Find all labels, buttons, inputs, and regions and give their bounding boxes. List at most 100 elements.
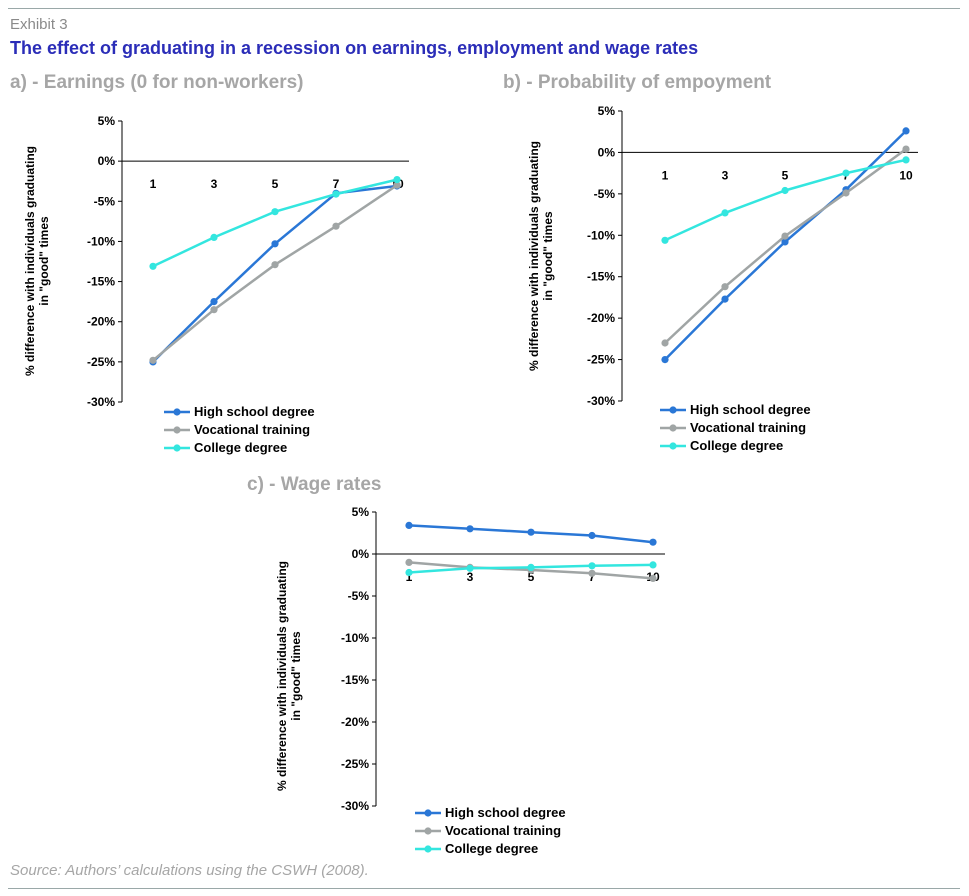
chart-b-data-point bbox=[842, 169, 850, 177]
chart-c-legend-label: High school degree bbox=[445, 805, 566, 820]
chart-b-data-point bbox=[781, 232, 789, 240]
chart-c-legend-marker bbox=[424, 827, 432, 835]
chart-a-legend-marker bbox=[173, 426, 181, 434]
chart-c-data-point bbox=[588, 531, 596, 540]
chart-c-y-tick-label: -25% bbox=[341, 757, 369, 771]
chart-b-y-tick-label: 0% bbox=[598, 145, 616, 159]
chart-b-legend-label: High school degree bbox=[690, 402, 811, 417]
chart-a-y-tick-label: -5% bbox=[94, 194, 116, 208]
chart-c-y-tick-label: 5% bbox=[352, 505, 370, 519]
chart-a-legend-marker bbox=[173, 444, 181, 452]
chart-a-legend-label: High school degree bbox=[194, 404, 315, 419]
chart-c-data-point bbox=[527, 528, 535, 536]
chart-a-y-tick-label: -10% bbox=[87, 234, 115, 248]
chart-c-data-point bbox=[588, 562, 596, 570]
chart-b-data-point bbox=[902, 156, 910, 164]
chart-b-data-point bbox=[661, 339, 669, 347]
chart-c-y-tick-label: 0% bbox=[352, 547, 370, 561]
chart-c-y-tick-label: -30% bbox=[341, 799, 369, 813]
chart-a-data-point bbox=[271, 261, 279, 269]
chart-c-legend-marker bbox=[424, 845, 432, 853]
chart-b-y-tick-label: 5% bbox=[598, 104, 616, 118]
page-title: The effect of graduating in a recession … bbox=[10, 38, 699, 58]
chart-c-legend-marker bbox=[424, 809, 432, 817]
chart-c-y-tick-label: -20% bbox=[341, 715, 369, 729]
exhibit-label: Exhibit 3 bbox=[10, 16, 68, 33]
chart-c-legend-label: College degree bbox=[445, 841, 538, 856]
chart-a-data-point bbox=[149, 262, 157, 270]
chart-a-series-line bbox=[152, 178, 398, 268]
chart-c-y-axis-label: in "good" times bbox=[289, 631, 303, 721]
panel-a-title: a) - Earnings (0 for non-workers) bbox=[10, 72, 304, 93]
chart-c-x-tick-label: 5 bbox=[528, 570, 535, 584]
chart-c-y-axis-label: % difference with individuals graduating bbox=[275, 561, 289, 791]
chart-c-legend-label: Vocational training bbox=[445, 823, 561, 838]
chart-a-y-tick-label: 5% bbox=[98, 114, 116, 128]
chart-a-y-axis-label: % difference with individuals graduating bbox=[23, 146, 37, 376]
chart-c-data-point bbox=[466, 564, 474, 572]
chart-c-y-tick-label: -10% bbox=[341, 631, 369, 645]
chart-a-x-tick-label: 1 bbox=[150, 177, 157, 191]
chart-b-data-point bbox=[781, 238, 789, 246]
chart-c-y-tick-label: -15% bbox=[341, 673, 369, 687]
bottom-rule bbox=[8, 888, 960, 889]
top-rule bbox=[8, 8, 960, 9]
chart-a-data-point bbox=[332, 222, 340, 230]
chart-a-data-point bbox=[210, 233, 218, 241]
chart-a-legend-label: Vocational training bbox=[194, 422, 310, 437]
chart-b-data-point bbox=[661, 356, 669, 364]
chart-b-y-tick-label: -5% bbox=[594, 187, 616, 201]
chart-b-legend-marker bbox=[669, 424, 677, 432]
chart-b-data-point bbox=[781, 186, 789, 195]
chart-b-data-point bbox=[842, 189, 850, 197]
chart-a-y-tick-label: -25% bbox=[87, 355, 115, 369]
panel-c-title: c) - Wage rates bbox=[247, 474, 382, 495]
chart-b-y-axis-label: in "good" times bbox=[541, 211, 555, 301]
chart-b-y-tick-label: -25% bbox=[587, 353, 615, 367]
chart-b-legend-marker bbox=[669, 442, 677, 450]
chart-a-data-point bbox=[332, 190, 340, 198]
chart-b-data-point bbox=[902, 127, 910, 135]
chart-a-y-tick-label: -20% bbox=[87, 315, 115, 329]
chart-c-data-point bbox=[649, 561, 657, 569]
chart-a-y-tick-label: 0% bbox=[98, 154, 116, 168]
chart-b-x-tick-label: 10 bbox=[899, 168, 913, 182]
chart-a-legend-label: College degree bbox=[194, 440, 287, 455]
chart-c-data-point bbox=[405, 568, 413, 577]
chart-c-data-point bbox=[466, 525, 474, 533]
chart-b-y-axis-label: % difference with individuals graduating bbox=[527, 141, 541, 371]
chart-a-y-tick-label: -30% bbox=[87, 395, 115, 409]
chart-b-data-point bbox=[902, 145, 910, 153]
chart-c-data-point bbox=[588, 569, 596, 577]
chart-a-data-point bbox=[210, 306, 218, 314]
chart-b-y-tick-label: -15% bbox=[587, 270, 615, 284]
chart-b-data-point bbox=[721, 283, 729, 291]
chart-c-data-point bbox=[649, 538, 657, 546]
chart-b-y-tick-label: -10% bbox=[587, 228, 615, 242]
chart-b-legend-label: College degree bbox=[690, 438, 783, 453]
chart-c-data-point bbox=[527, 563, 535, 572]
chart-c-y-tick-label: -5% bbox=[348, 589, 370, 603]
chart-b-y-tick-label: -20% bbox=[587, 311, 615, 325]
chart-a-data-point bbox=[271, 240, 279, 248]
chart-b-legend-label: Vocational training bbox=[690, 420, 806, 435]
chart-a-data-point bbox=[393, 181, 401, 189]
chart-a-data-point bbox=[210, 298, 218, 306]
chart-c-data-point bbox=[649, 574, 657, 583]
chart-a-x-tick-label: 5 bbox=[272, 177, 279, 191]
chart-a-x-tick-label: 7 bbox=[333, 177, 340, 191]
chart-c-x-tick-label: 3 bbox=[467, 570, 474, 584]
panel-b-title: b) - Probability of empoyment bbox=[503, 72, 772, 93]
chart-c-x-tick-label: 7 bbox=[589, 570, 596, 584]
chart-a-y-axis-label: in "good" times bbox=[37, 216, 51, 306]
chart-b-data-point bbox=[661, 236, 669, 244]
chart-a-data-point bbox=[271, 208, 279, 216]
chart-b-data-point bbox=[721, 209, 729, 217]
chart-a-x-tick-label: 3 bbox=[211, 177, 218, 191]
chart-c-data-point bbox=[405, 521, 413, 530]
source-note: Source: Authors’ calculations using the … bbox=[10, 862, 369, 879]
chart-a-y-tick-label: -15% bbox=[87, 275, 115, 289]
chart-c-data-point bbox=[405, 558, 413, 567]
chart-b-data-point bbox=[721, 295, 729, 303]
